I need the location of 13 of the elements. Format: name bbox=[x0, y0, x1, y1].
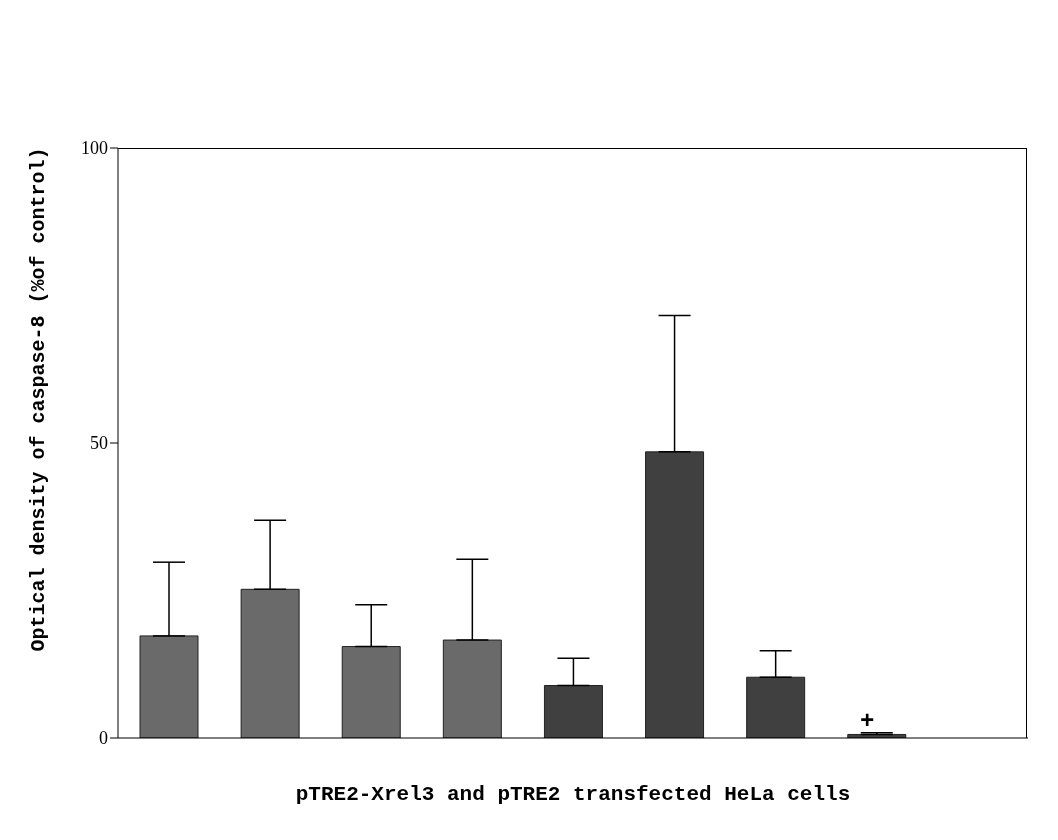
annotation: + bbox=[860, 708, 875, 735]
bar bbox=[341, 646, 401, 738]
x-axis-title: pTRE2-Xrel3 and pTRE2 transfected HeLa cells bbox=[294, 783, 852, 806]
bar bbox=[543, 684, 603, 738]
bar bbox=[139, 635, 199, 738]
y-tick-label: 0 bbox=[99, 728, 108, 749]
bar bbox=[442, 639, 502, 738]
y-axis-title: Optical density of caspase-8 (%of control) bbox=[26, 146, 50, 654]
bar bbox=[645, 451, 705, 738]
bar bbox=[746, 676, 806, 738]
bar bbox=[240, 588, 300, 738]
y-tick-label: 50 bbox=[90, 433, 108, 454]
y-tick-label: 100 bbox=[81, 138, 108, 159]
